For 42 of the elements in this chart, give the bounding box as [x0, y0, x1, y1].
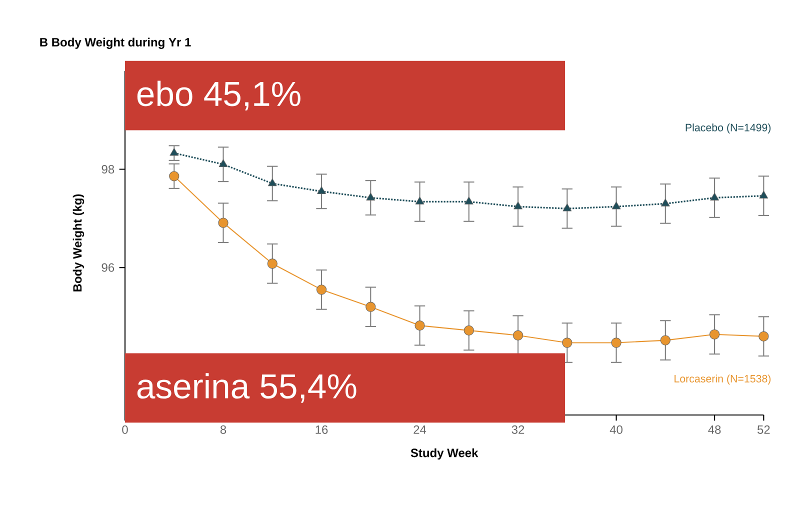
point [169, 171, 180, 182]
x-axis-title: Study Week [410, 448, 478, 460]
point [464, 325, 474, 336]
annotation: aserina 55,4% [137, 373, 356, 403]
point [366, 302, 376, 312]
point [514, 202, 522, 210]
x-tick-label: 8 [220, 425, 226, 434]
y-tick-label: 98 [102, 165, 114, 174]
point [268, 178, 277, 186]
point [759, 190, 768, 198]
x-tick-label: 16 [316, 425, 328, 434]
point [316, 284, 327, 295]
point [611, 338, 622, 348]
text: Lorcaserin (N=1538) [674, 374, 771, 385]
point [660, 198, 670, 206]
point [464, 196, 474, 204]
point [366, 192, 376, 200]
x-tick-label: 0 [122, 425, 128, 434]
y-axis-title: Body Weight (kg) [72, 194, 84, 292]
point [710, 192, 719, 200]
point [562, 204, 572, 212]
point [612, 202, 621, 210]
point [709, 329, 720, 340]
x-tick-label: 48 [708, 425, 721, 434]
point [562, 338, 572, 348]
point [415, 196, 424, 204]
point [758, 331, 769, 342]
point [414, 320, 425, 331]
x-tick-label: 24 [414, 425, 426, 434]
point [267, 258, 278, 269]
chart-title: B Body Weight during Yr 1 [40, 38, 191, 49]
annotation: ebo 45,1% [137, 80, 300, 110]
x-tick-label: 32 [512, 425, 524, 434]
point [317, 186, 326, 194]
text: Placebo (N=1499) [686, 124, 771, 134]
x-tick-label: 52 [757, 425, 770, 434]
point [660, 335, 670, 346]
point [218, 159, 228, 168]
x-tick-label: 40 [610, 425, 622, 434]
point [218, 218, 228, 228]
y-tick-label: 96 [102, 263, 114, 272]
point [512, 330, 524, 340]
